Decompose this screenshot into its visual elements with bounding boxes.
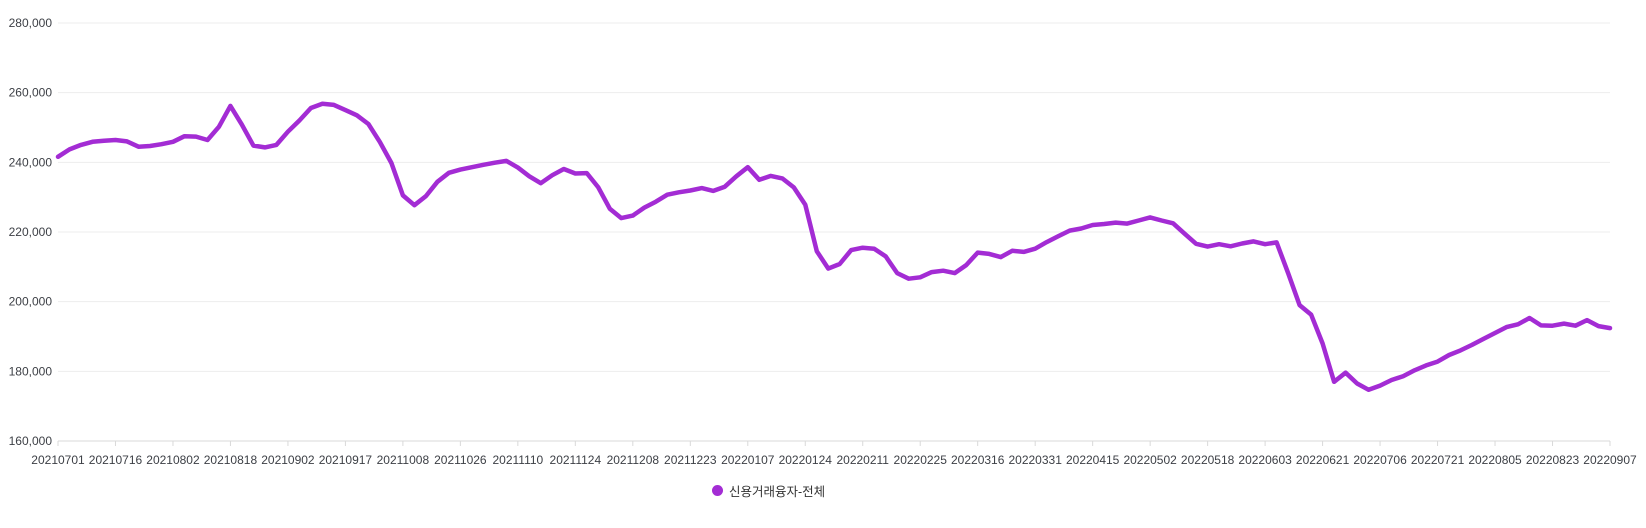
x-axis-tick-label: 20220706 bbox=[1353, 453, 1407, 467]
x-axis-tick-label: 20220331 bbox=[1008, 453, 1062, 467]
x-axis-tick-label: 20210917 bbox=[319, 453, 373, 467]
x-axis-tick-label: 20220721 bbox=[1411, 453, 1465, 467]
x-axis-tick-label: 20210701 bbox=[31, 453, 85, 467]
x-axis-tick-label: 20220621 bbox=[1296, 453, 1350, 467]
x-axis-tick-label: 20211223 bbox=[664, 453, 717, 467]
legend-marker-dot bbox=[712, 485, 723, 496]
x-axis-tick-label: 20211110 bbox=[492, 453, 543, 467]
x-axis-tick-label: 20220225 bbox=[894, 453, 948, 467]
x-axis-tick-label: 20211026 bbox=[434, 453, 487, 467]
x-axis bbox=[57, 441, 1611, 446]
x-axis-tick-label: 20220316 bbox=[951, 453, 1005, 467]
x-axis-tick-label: 20211124 bbox=[550, 453, 602, 467]
y-axis-tick-label: 160,000 bbox=[9, 434, 53, 448]
x-axis-tick-label: 20220107 bbox=[721, 453, 775, 467]
y-axis-tick-label: 240,000 bbox=[9, 155, 53, 169]
x-axis-tick-label: 20220415 bbox=[1066, 453, 1120, 467]
x-axis-tick-label: 20220518 bbox=[1181, 453, 1235, 467]
gridlines bbox=[58, 22, 1610, 442]
y-axis-tick-label: 260,000 bbox=[9, 86, 53, 100]
y-axis-labels: 280,000 260,000 240,000 220,000 200,000 180,0… bbox=[9, 16, 53, 448]
x-axis-tick-label: 20211208 bbox=[607, 453, 660, 467]
legend-item-credit-loan-total[interactable]: 신용거래융자-전체 bbox=[712, 481, 825, 500]
x-axis-tick-label: 20220907 bbox=[1583, 453, 1637, 467]
x-axis-tick-label: 20220124 bbox=[779, 453, 833, 467]
series-line-credit-loan-total[interactable] bbox=[55, 101, 1613, 393]
x-axis-tick-label: 20220805 bbox=[1468, 453, 1522, 467]
x-axis-tick-label: 20220603 bbox=[1238, 453, 1292, 467]
x-axis-tick-label: 20211008 bbox=[377, 453, 430, 467]
y-axis-tick-label: 180,000 bbox=[9, 364, 53, 378]
x-axis-tick-label: 20220502 bbox=[1123, 453, 1177, 467]
y-axis-tick-label: 220,000 bbox=[9, 225, 53, 239]
x-axis-tick-label: 20210802 bbox=[146, 453, 200, 467]
legend-label: 신용거래융자-전체 bbox=[729, 485, 826, 499]
x-axis-labels: 20210701 20210716 20210802 20210818 20210902… bbox=[31, 453, 1637, 467]
x-axis-tick-label: 20220823 bbox=[1526, 453, 1580, 467]
x-axis-tick-label: 20210716 bbox=[89, 453, 143, 467]
x-axis-tick-label: 20210902 bbox=[261, 453, 315, 467]
y-axis-tick-label: 200,000 bbox=[9, 295, 53, 309]
y-axis-tick-label: 280,000 bbox=[9, 16, 53, 30]
x-axis-tick-label: 20220211 bbox=[836, 453, 889, 467]
x-axis-tick-label: 20210818 bbox=[204, 453, 258, 467]
